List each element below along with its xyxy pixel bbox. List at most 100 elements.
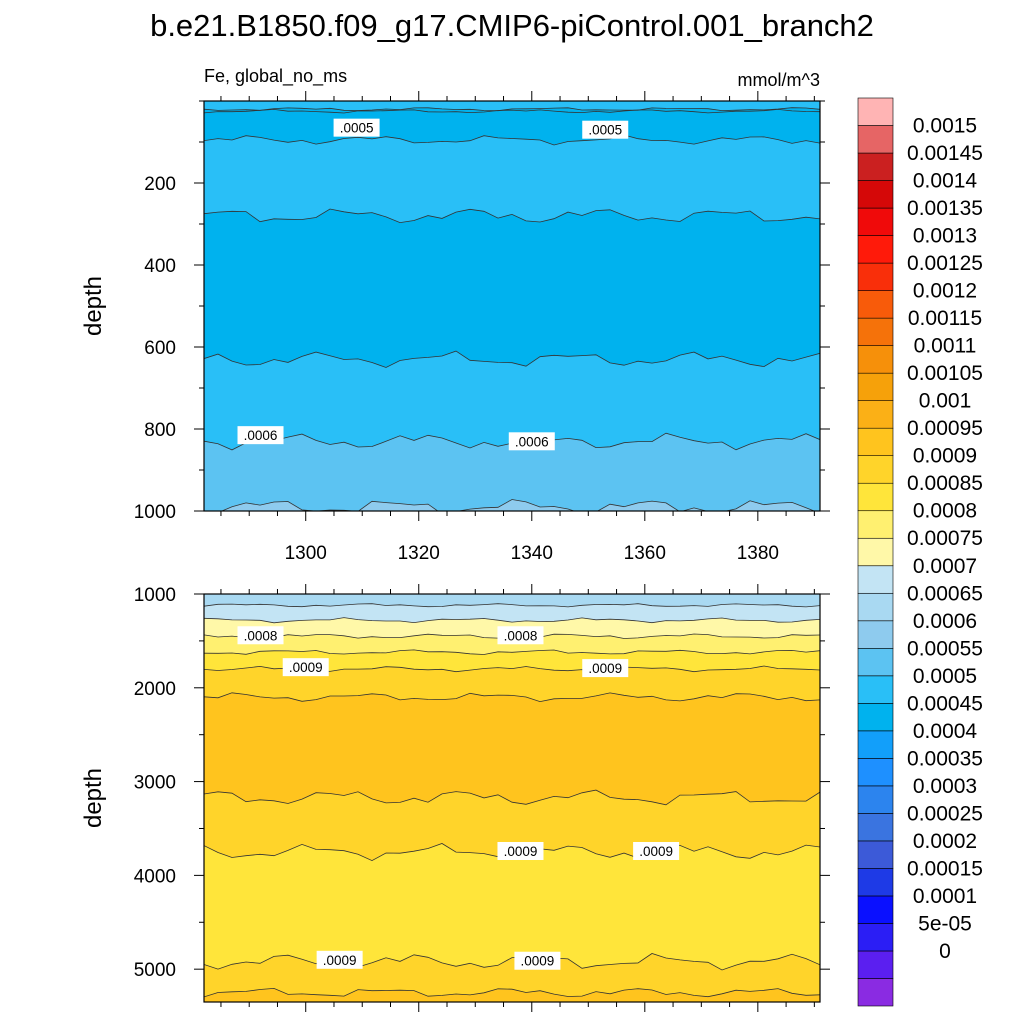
contour-band bbox=[204, 107, 820, 113]
y-tick-label: 3000 bbox=[134, 773, 176, 794]
colorbar-label: 0.0013 bbox=[913, 225, 977, 248]
colorbar-swatch bbox=[857, 97, 894, 126]
colorbar-swatch bbox=[857, 813, 894, 842]
contour-label: .0009 bbox=[582, 659, 629, 678]
colorbar-swatch bbox=[857, 565, 894, 594]
colorbar-label: 0.00145 bbox=[907, 142, 983, 165]
colorbar-swatch bbox=[857, 125, 894, 154]
contour-label: .0006 bbox=[508, 432, 555, 451]
contour-label-text: .0005 bbox=[588, 123, 622, 138]
contour-label: .0009 bbox=[316, 950, 363, 969]
contour-line bbox=[204, 649, 820, 655]
x-tick-label: 1300 bbox=[285, 543, 327, 564]
plot-frame bbox=[203, 593, 821, 1003]
contour-label-box bbox=[333, 118, 380, 137]
colorbar-swatch bbox=[857, 262, 894, 291]
contour-label-text: .0009 bbox=[504, 844, 538, 859]
contour-label: .0009 bbox=[497, 841, 544, 860]
colorbar-label: 0.00035 bbox=[907, 747, 983, 770]
colorbar-label: 0 bbox=[939, 940, 951, 963]
colorbar-swatch bbox=[857, 950, 894, 979]
colorbar-label: 0.00075 bbox=[907, 527, 983, 550]
y-tick-label: 800 bbox=[144, 420, 176, 441]
upper-panel: .0005 .0005 .0006 .0006 1300 1320 1340 1360 1380… bbox=[80, 91, 830, 564]
contour-label: .0009 bbox=[633, 841, 680, 860]
colorbar: 0.0015 0.00145 0.0014 0.00135 0.0013 0.00125 0… bbox=[857, 97, 983, 1007]
contour-label-box bbox=[316, 950, 363, 969]
contour-line bbox=[204, 350, 820, 368]
colorbar-swatch bbox=[857, 758, 894, 787]
plot-area: .0008 .0008 .0009 .0009 .0009 .0009 .0009 .0009 bbox=[204, 594, 820, 1002]
contour-line bbox=[220, 499, 816, 511]
contour-label-box bbox=[582, 120, 629, 139]
colorbar-swatch bbox=[857, 510, 894, 539]
contour-label-box bbox=[237, 626, 284, 645]
y-axis-title: depth bbox=[80, 276, 107, 336]
colorbar-label: 0.00065 bbox=[907, 582, 983, 605]
contour-band bbox=[204, 649, 820, 672]
contour-label: .0009 bbox=[514, 951, 561, 970]
lower-panel: .0008 .0008 .0009 .0009 .0009 .0009 .0009 .0009… bbox=[80, 584, 830, 1012]
contour-label-box bbox=[497, 626, 544, 645]
colorbar-swatch bbox=[857, 923, 894, 952]
contour-label-text: .0008 bbox=[244, 628, 278, 643]
contour-line bbox=[204, 108, 820, 114]
contour-label-box bbox=[582, 659, 629, 678]
colorbar-label: 0.0004 bbox=[913, 720, 978, 743]
contour-line bbox=[204, 603, 820, 608]
colorbar-swatch bbox=[857, 537, 894, 567]
colorbar-label: 0.00125 bbox=[907, 252, 983, 275]
colorbar-swatch bbox=[857, 372, 894, 401]
y-tick-label: 1000 bbox=[134, 585, 176, 606]
colorbar-label: 0.001 bbox=[919, 390, 972, 413]
colorbar-swatch bbox=[857, 785, 894, 814]
contour-label: .0006 bbox=[237, 426, 284, 445]
contour-line bbox=[204, 692, 820, 703]
contour-label-text: .0008 bbox=[504, 628, 538, 643]
colorbar-label: 0.00095 bbox=[907, 417, 983, 440]
plot-area: .0005 .0005 .0006 .0006 bbox=[204, 101, 820, 511]
contour-label-text: .0009 bbox=[639, 844, 673, 859]
contour-band bbox=[204, 666, 820, 702]
contour-band bbox=[204, 988, 820, 1002]
contour-label: .0009 bbox=[282, 658, 329, 677]
colorbar-label: 0.0009 bbox=[913, 445, 977, 468]
colorbar-swatch bbox=[857, 703, 894, 732]
colorbar-swatch bbox=[857, 207, 894, 236]
y-tick-label: 1000 bbox=[134, 502, 176, 523]
colorbar-label: 0.0001 bbox=[913, 885, 977, 908]
contour-label-text: .0009 bbox=[289, 660, 323, 675]
colorbar-swatch bbox=[857, 592, 894, 622]
colorbar-label: 0.00015 bbox=[907, 857, 983, 880]
contour-band bbox=[204, 209, 820, 368]
y-tick-label: 2000 bbox=[134, 679, 176, 700]
colorbar-swatch bbox=[857, 345, 894, 374]
y-tick-label: 5000 bbox=[134, 960, 176, 981]
y-tick-label: 200 bbox=[144, 174, 176, 195]
contour-label: .0008 bbox=[237, 626, 284, 645]
colorbar-swatch bbox=[857, 482, 894, 512]
contour-label: .0005 bbox=[333, 118, 380, 137]
x-tick-label: 1340 bbox=[511, 543, 553, 564]
colorbar-label: 0.0014 bbox=[913, 170, 978, 193]
contour-band bbox=[204, 692, 820, 805]
colorbar-swatch bbox=[857, 675, 894, 704]
x-tick-label: 1360 bbox=[624, 543, 666, 564]
y-tick-label: 400 bbox=[144, 256, 176, 277]
contour-line bbox=[204, 134, 820, 146]
contour-label-box bbox=[497, 841, 544, 860]
colorbar-label: 0.0005 bbox=[913, 665, 977, 688]
colorbar-swatch bbox=[857, 868, 894, 897]
contour-line bbox=[204, 617, 820, 624]
contour-line bbox=[204, 987, 820, 998]
colorbar-label: 0.0012 bbox=[913, 280, 977, 303]
x-tick-label: 1320 bbox=[398, 543, 440, 564]
figure-title: b.e21.B1850.f09_g17.CMIP6-piControl.001_… bbox=[150, 8, 874, 43]
contour-line bbox=[204, 953, 820, 971]
contour-label: .0005 bbox=[582, 120, 629, 139]
colorbar-swatch bbox=[857, 152, 894, 181]
contour-line bbox=[204, 208, 820, 224]
contour-label-text: .0006 bbox=[515, 434, 549, 449]
contour-label-box bbox=[508, 432, 555, 451]
